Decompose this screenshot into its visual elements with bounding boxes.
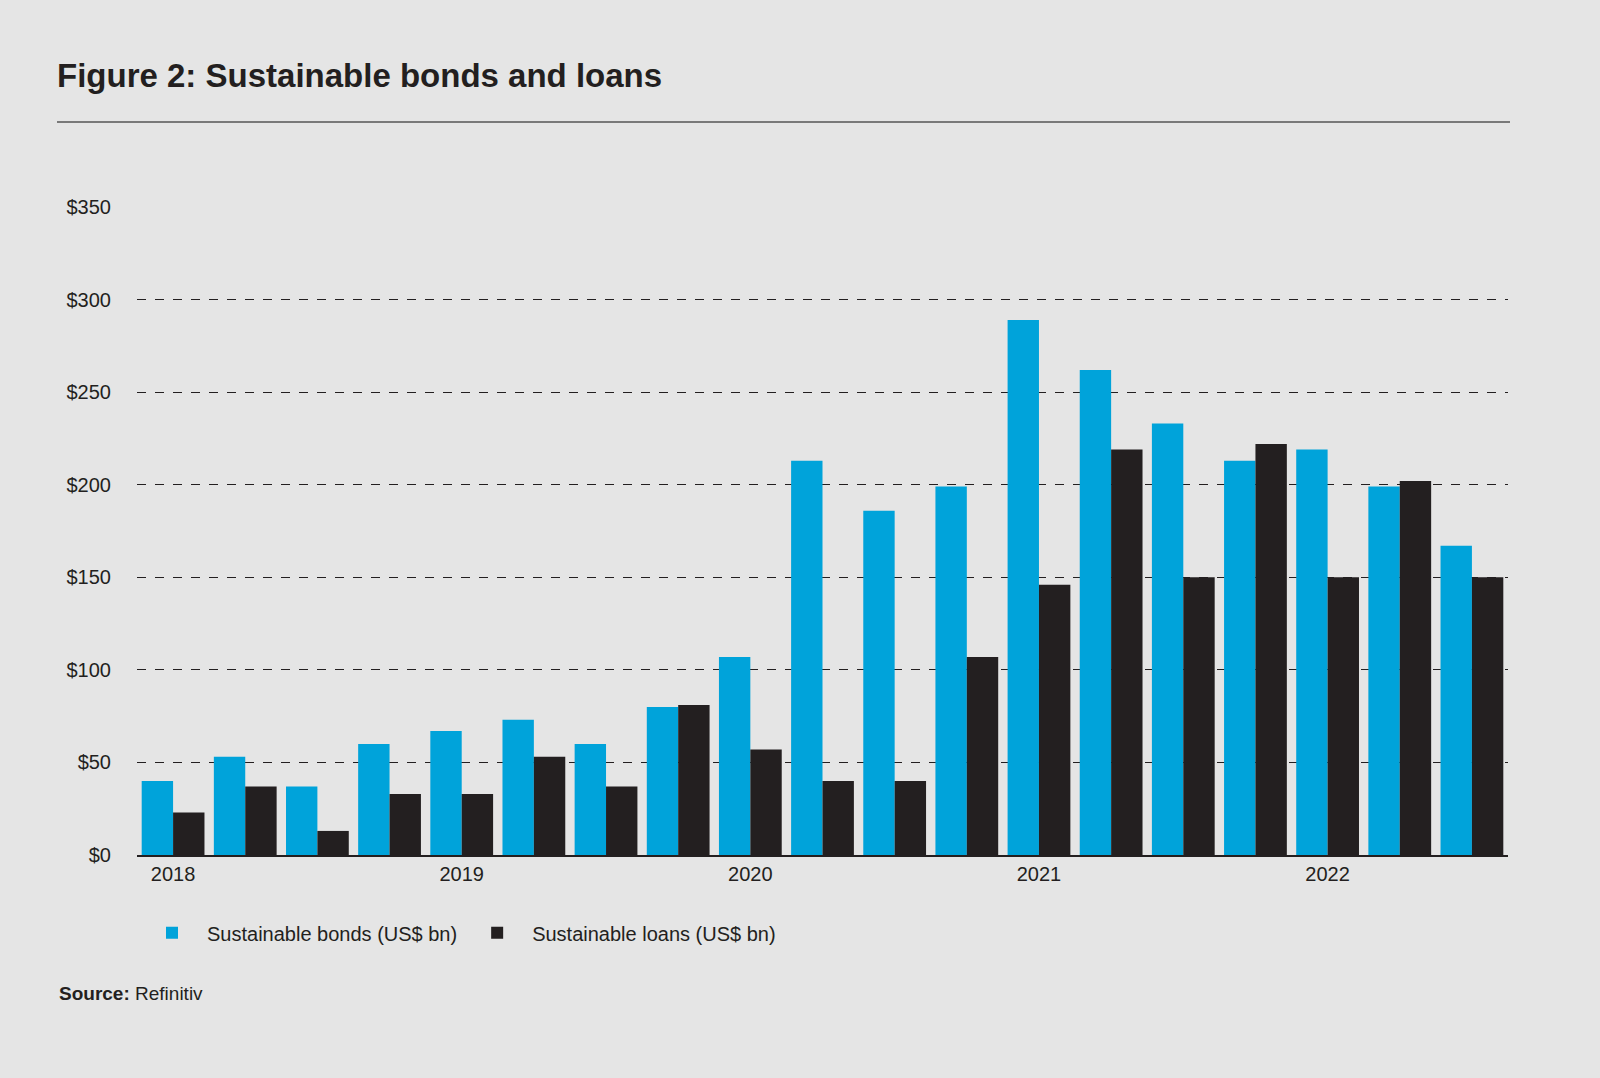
svg-text:$200: $200 [67, 474, 112, 496]
svg-text:2020: 2020 [728, 863, 773, 885]
svg-text:Figure 2: Sustainable bonds an: Figure 2: Sustainable bonds and loans [57, 57, 662, 94]
svg-text:2022: 2022 [1305, 863, 1350, 885]
svg-text:$350: $350 [67, 196, 112, 218]
svg-text:Sustainable bonds (US$ bn): Sustainable bonds (US$ bn) [207, 923, 457, 945]
svg-text:2018: 2018 [151, 863, 196, 885]
svg-text:$100: $100 [67, 659, 112, 681]
svg-text:$300: $300 [67, 289, 112, 311]
svg-text:$250: $250 [67, 381, 112, 403]
svg-text:2021: 2021 [1017, 863, 1062, 885]
svg-text:$50: $50 [78, 751, 111, 773]
svg-text:$0: $0 [89, 844, 111, 866]
svg-text:$150: $150 [67, 566, 112, 588]
svg-text:Sustainable loans (US$ bn): Sustainable loans (US$ bn) [532, 923, 775, 945]
svg-text:2019: 2019 [439, 863, 484, 885]
svg-text:Source: Refinitiv: Source: Refinitiv [59, 983, 203, 1004]
